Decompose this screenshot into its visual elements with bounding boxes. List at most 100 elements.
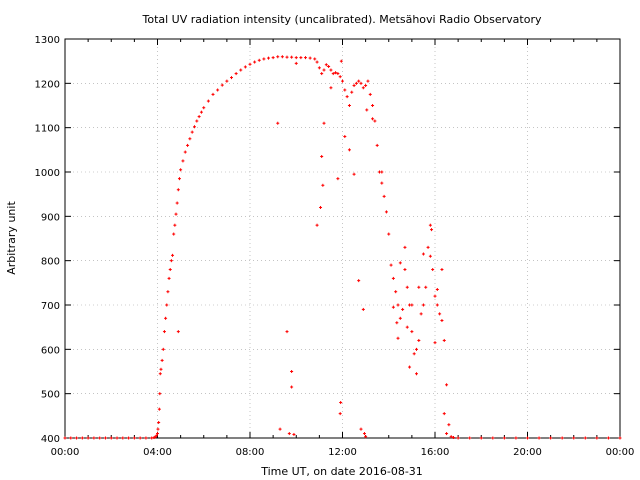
data-point (144, 436, 148, 440)
data-point (230, 76, 233, 80)
data-point (403, 268, 407, 272)
data-point (410, 330, 414, 334)
x-tick-label: 12:00 (328, 447, 357, 458)
data-point (202, 106, 206, 110)
data-point (362, 432, 366, 436)
y-tick-label: 600 (41, 345, 60, 356)
data-point (357, 279, 361, 283)
data-point (324, 63, 328, 67)
x-tick-label: 16:00 (421, 447, 450, 458)
data-point (276, 55, 280, 59)
data-point (417, 285, 421, 289)
data-point (391, 276, 395, 280)
data-point (359, 81, 363, 85)
data-point (156, 432, 159, 436)
data-point (345, 95, 349, 99)
data-point (98, 436, 102, 440)
data-point (188, 137, 192, 141)
data-point (368, 92, 372, 96)
grid (65, 39, 620, 438)
data-point (262, 57, 266, 61)
data-point (322, 121, 326, 125)
x-tick-label: 00:00 (606, 447, 635, 458)
data-point (595, 436, 599, 440)
data-point (304, 56, 307, 60)
data-point (526, 436, 529, 440)
data-point (491, 436, 495, 440)
data-point (445, 383, 449, 387)
data-point (179, 168, 183, 172)
data-point (271, 56, 275, 60)
y-tick-label: 800 (41, 257, 60, 268)
data-point (294, 61, 298, 65)
data-point (361, 86, 365, 90)
data-point (327, 64, 331, 68)
data-point (401, 307, 405, 311)
data-point (514, 436, 518, 440)
data-point (380, 170, 384, 174)
data-point (320, 154, 324, 158)
data-point (290, 55, 294, 59)
data-point (186, 143, 190, 147)
data-point (308, 56, 312, 60)
data-point (398, 316, 402, 320)
data-point (253, 60, 257, 64)
data-point (365, 108, 369, 112)
data-point (321, 183, 325, 187)
x-tick-label: 00:00 (51, 447, 80, 458)
data-point (162, 330, 166, 334)
data-point (339, 59, 343, 63)
data-point (80, 436, 84, 440)
data-point (618, 436, 622, 440)
data-point (338, 75, 342, 79)
data-point (447, 423, 451, 427)
y-axis: 400 500 600 700 800 900 1000 1100 1200 1300 (35, 35, 620, 445)
data-point (395, 321, 399, 325)
data-point (159, 367, 163, 371)
data-point (317, 66, 321, 70)
data-point (63, 436, 67, 440)
data-point (405, 285, 409, 289)
data-point (405, 325, 409, 329)
data-point (329, 86, 333, 90)
data-point (338, 412, 342, 416)
data-point (403, 245, 407, 249)
data-point (442, 412, 446, 416)
data-point (86, 436, 90, 440)
data-point (157, 407, 161, 411)
data-point (156, 427, 160, 431)
data-point (127, 436, 131, 440)
data-point (168, 268, 172, 272)
data-point (421, 303, 425, 307)
x-tick-label: 08:00 (236, 447, 265, 458)
data-point (175, 201, 179, 205)
data-points (63, 55, 622, 440)
data-point (234, 72, 238, 76)
data-point (336, 72, 340, 76)
data-point (408, 365, 412, 369)
data-point (158, 392, 162, 396)
data-point (285, 330, 289, 334)
data-point (354, 81, 358, 85)
data-point (415, 347, 418, 351)
data-point (479, 436, 483, 440)
data-point (343, 135, 347, 139)
data-point (371, 104, 375, 107)
chart-title: Total UV radiation intensity (uncalibrat… (142, 13, 542, 26)
data-point (502, 436, 506, 440)
data-point (391, 305, 395, 309)
data-point (174, 212, 178, 216)
data-point (431, 268, 435, 272)
data-point (456, 436, 460, 440)
data-point (92, 436, 96, 440)
data-point (347, 148, 351, 152)
x-tick-label: 20:00 (513, 447, 542, 458)
data-point (290, 370, 294, 373)
data-point (103, 436, 107, 440)
y-tick-label: 1000 (35, 168, 60, 179)
data-point (352, 84, 356, 88)
data-point (176, 188, 180, 192)
data-point (294, 56, 298, 60)
